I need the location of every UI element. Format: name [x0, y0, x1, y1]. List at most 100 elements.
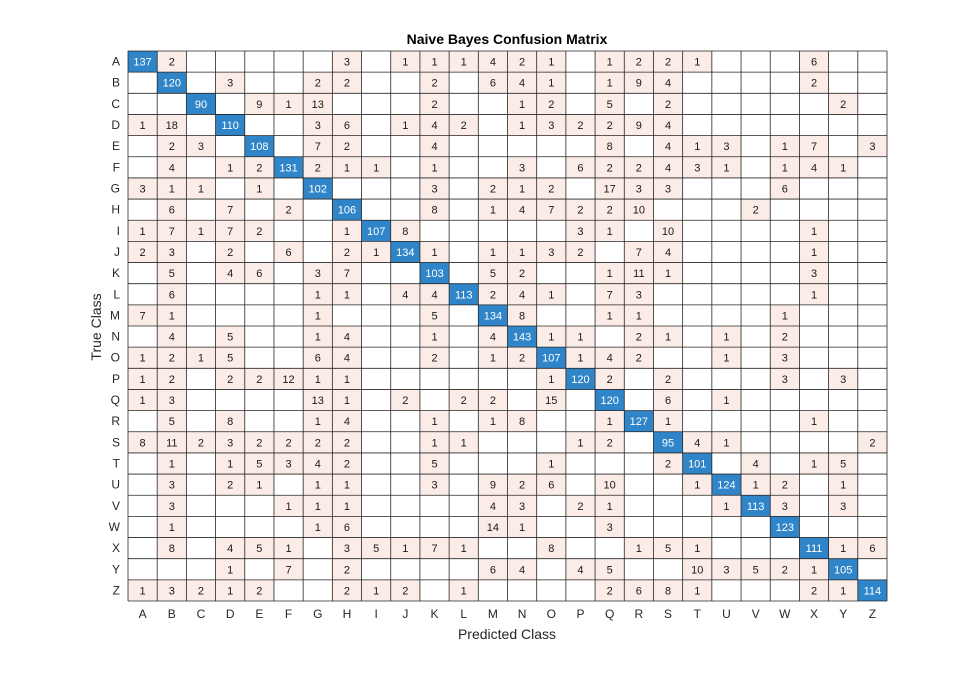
- off-diagonal-cell: [711, 389, 742, 411]
- cell-value: 7: [140, 310, 146, 322]
- cell-value: 2: [315, 78, 321, 90]
- off-diagonal-cell: [332, 326, 362, 348]
- off-diagonal-cell: [157, 347, 187, 369]
- off-diagonal-cell: [624, 304, 654, 326]
- cell-value: 1: [140, 353, 146, 365]
- off-diagonal-cell: [595, 347, 625, 369]
- off-diagonal-cell: [770, 326, 800, 348]
- off-diagonal-cell: [711, 156, 742, 178]
- cell-value: 4: [753, 459, 759, 471]
- cell-value: 1: [840, 162, 846, 174]
- off-diagonal-cell: [303, 114, 333, 136]
- off-diagonal-cell: [419, 135, 450, 157]
- cell-value: 1: [285, 99, 291, 111]
- off-diagonal-cell: [215, 579, 245, 601]
- off-diagonal-cell: [244, 177, 274, 200]
- diagonal-cell: [303, 177, 333, 200]
- off-diagonal-cell: [799, 452, 829, 475]
- cell-value: 8: [227, 416, 233, 428]
- cell-value: 2: [344, 78, 350, 90]
- cell-value: 3: [636, 289, 642, 301]
- cell-value: 1: [577, 332, 583, 344]
- cell-value: 8: [607, 141, 613, 153]
- cell-value: 15: [545, 395, 557, 407]
- off-diagonal-cell: [449, 579, 479, 601]
- cell-value: 3: [782, 374, 788, 386]
- y-tick-label: C: [111, 97, 120, 111]
- cell-value: 4: [811, 162, 817, 174]
- cell-value: 1: [373, 585, 379, 597]
- off-diagonal-cell: [332, 431, 362, 453]
- off-diagonal-cell: [711, 135, 742, 157]
- diagonal-cell: [565, 368, 596, 390]
- y-axis-label: True Class: [88, 293, 104, 360]
- cell-value: 9: [636, 78, 642, 90]
- cell-value: 2: [490, 184, 496, 196]
- diagonal-cell: [711, 474, 742, 496]
- cell-value: 4: [519, 78, 525, 90]
- cell-value: 1: [227, 585, 233, 597]
- x-tick-label: I: [374, 607, 377, 621]
- off-diagonal-cell: [595, 368, 625, 390]
- cell-value: 101: [688, 459, 706, 471]
- off-diagonal-cell: [595, 558, 625, 580]
- diagonal-cell: [157, 72, 187, 94]
- cell-value: 3: [198, 141, 204, 153]
- y-tick-label: K: [112, 266, 120, 280]
- cell-value: 1: [344, 226, 350, 238]
- diagonal-cell: [419, 262, 450, 284]
- off-diagonal-cell: [361, 241, 391, 263]
- cell-value: 106: [338, 205, 356, 217]
- off-diagonal-cell: [332, 114, 362, 136]
- cell-value: 1: [811, 564, 817, 576]
- cell-value: 5: [607, 564, 613, 576]
- off-diagonal-cell: [332, 241, 362, 263]
- x-tick-label: Y: [839, 607, 847, 621]
- cell-value: 4: [169, 332, 175, 344]
- cell-value: 1: [227, 162, 233, 174]
- cell-value: 3: [169, 395, 175, 407]
- off-diagonal-cell: [390, 389, 420, 411]
- y-tick-label: R: [111, 414, 120, 428]
- off-diagonal-cell: [157, 495, 187, 517]
- off-diagonal-cell: [303, 410, 333, 432]
- off-diagonal-cell: [682, 51, 712, 73]
- off-diagonal-cell: [186, 177, 216, 200]
- cell-value: 1: [811, 247, 817, 259]
- off-diagonal-cell: [595, 431, 625, 453]
- diagonal-cell: [507, 326, 537, 348]
- cell-value: 1: [344, 480, 350, 492]
- off-diagonal-cell: [361, 579, 391, 601]
- cell-value: 8: [140, 437, 146, 449]
- y-tick-label: B: [112, 76, 120, 90]
- off-diagonal-cell: [332, 410, 362, 432]
- off-diagonal-cell: [828, 93, 858, 115]
- cell-value: 131: [279, 162, 297, 174]
- cell-value: 3: [285, 459, 291, 471]
- cell-value: 6: [577, 162, 583, 174]
- cell-value: 2: [344, 247, 350, 259]
- off-diagonal-cell: [770, 474, 800, 496]
- off-diagonal-cell: [828, 156, 858, 178]
- x-tick-labels: A B C D E F G H I J K L M N O P Q R S T U V W X Y Z: [139, 607, 876, 621]
- off-diagonal-cell: [303, 156, 333, 178]
- cell-value: 127: [630, 416, 648, 428]
- off-diagonal-cell: [536, 199, 566, 221]
- off-diagonal-cell: [595, 114, 625, 136]
- cell-value: 1: [840, 585, 846, 597]
- off-diagonal-cell: [128, 241, 158, 263]
- off-diagonal-cell: [565, 431, 596, 453]
- cell-value: 7: [169, 226, 175, 238]
- cell-value: 1: [723, 332, 729, 344]
- x-tick-label: W: [779, 607, 791, 621]
- cell-value: 4: [665, 162, 671, 174]
- off-diagonal-cell: [478, 474, 508, 496]
- cell-value: 1: [227, 459, 233, 471]
- cell-value: 4: [227, 268, 233, 280]
- x-tick-label: U: [722, 607, 731, 621]
- cell-value: 2: [344, 141, 350, 153]
- x-tick-label: D: [226, 607, 235, 621]
- off-diagonal-cell: [128, 368, 158, 390]
- cell-value: 8: [519, 310, 525, 322]
